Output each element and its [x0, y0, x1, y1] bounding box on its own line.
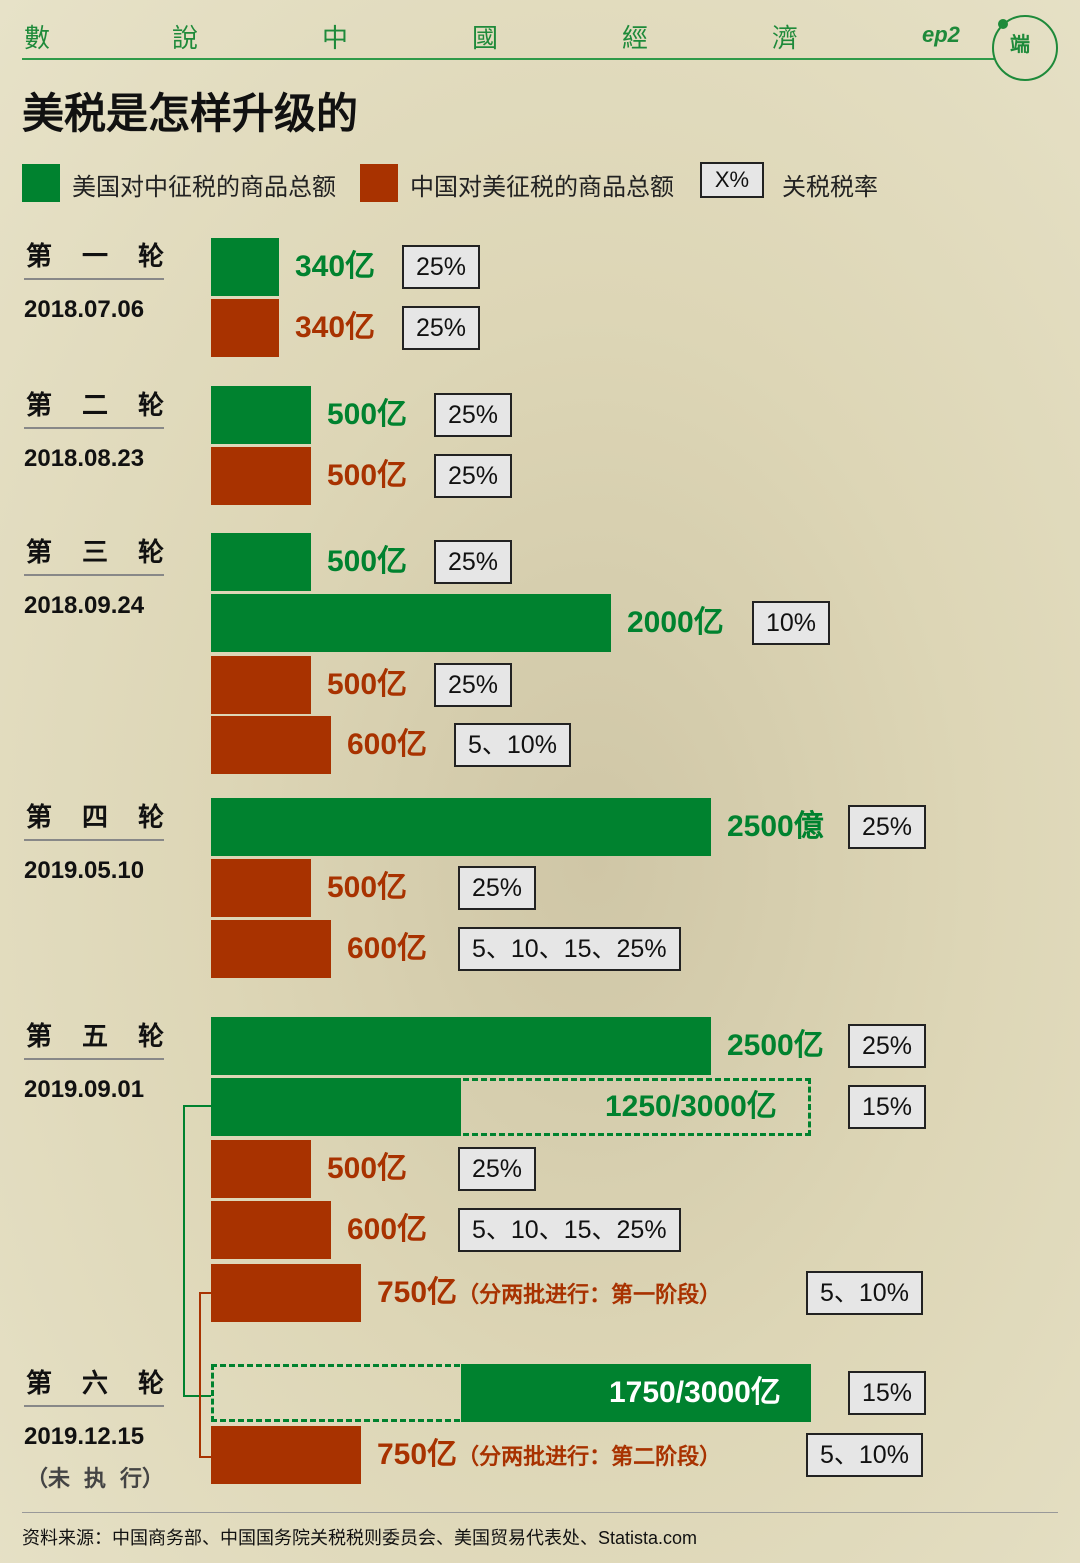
- bar-cn: [211, 656, 311, 714]
- bar-value-label: 2000亿: [627, 606, 724, 639]
- bar-cn: [211, 859, 311, 917]
- bar-us: [211, 1078, 461, 1136]
- round-date: 2019.05.10: [24, 857, 145, 884]
- bar-us: [211, 533, 311, 591]
- series-char: 中: [322, 23, 349, 53]
- bar-cn: [211, 1426, 361, 1484]
- bar-cn: [211, 920, 331, 978]
- bar-cn: [211, 716, 331, 774]
- bar-value-label: 600亿: [347, 728, 428, 761]
- bar-cn: [211, 1140, 311, 1198]
- bar-value-label: 500亿: [327, 1152, 408, 1185]
- round-divider: [24, 427, 164, 429]
- tariff-rate-box: 25%: [458, 1147, 537, 1191]
- legend-rate-label: 关税税率: [782, 174, 878, 201]
- bar-cn: [211, 1264, 361, 1322]
- series-char: 說: [172, 23, 199, 53]
- bar-value-label: 1250/3000亿: [605, 1090, 777, 1123]
- round-date: 2018.07.06: [24, 296, 145, 323]
- header-rule: [22, 58, 994, 60]
- footer-rule: [22, 1512, 1058, 1513]
- bar-value-label: 500亿: [327, 459, 408, 492]
- bar-cn: [211, 299, 279, 357]
- bar-us: [211, 798, 711, 856]
- tariff-rate-box: 25%: [848, 805, 927, 849]
- bar-value-label: 750亿（分两批进行：第二阶段）: [377, 1438, 722, 1471]
- round-divider: [24, 839, 164, 841]
- tariff-rate-box: 5、10%: [806, 1433, 923, 1477]
- page-title: 美税是怎样升级的: [22, 90, 359, 137]
- bar-cn: [211, 447, 311, 505]
- tariff-rate-box: 5、10、15、25%: [458, 927, 681, 971]
- round-name: 第四轮: [26, 802, 164, 832]
- bar-value-label: 600亿: [347, 1213, 428, 1246]
- round-divider: [24, 1058, 164, 1060]
- round-name: 第六轮: [26, 1368, 164, 1398]
- bar-value-label: 2500亿: [727, 1029, 824, 1062]
- series-char: 國: [472, 23, 499, 53]
- tariff-rate-box: 25%: [458, 866, 537, 910]
- tariff-rate-box: 10%: [752, 601, 831, 645]
- series-char: 經: [622, 23, 649, 53]
- round-name: 第一轮: [26, 241, 164, 271]
- tariff-rate-box: 25%: [434, 393, 513, 437]
- bar-cn: [211, 1201, 331, 1259]
- legend-us-swatch: [22, 164, 60, 202]
- tariff-rate-box: 15%: [848, 1371, 927, 1415]
- bar-value-label: 500亿: [327, 545, 408, 578]
- bar-value-label: 340亿: [295, 311, 376, 344]
- logo-text: 端: [1010, 34, 1030, 56]
- tariff-rate-box: 15%: [848, 1085, 927, 1129]
- bar-us: [211, 1017, 711, 1075]
- tariff-rate-box: 25%: [434, 663, 513, 707]
- round-divider: [24, 278, 164, 280]
- round-date: 2019.09.01: [24, 1076, 145, 1103]
- tariff-rate-box: 25%: [434, 454, 513, 498]
- legend-cn-swatch: [360, 164, 398, 202]
- legend-us-label: 美国对中征税的商品总额: [72, 174, 336, 201]
- tariff-rate-box: 25%: [848, 1024, 927, 1068]
- bar-value-label: 1750/3000亿: [609, 1376, 781, 1409]
- round-note: （未执行）: [26, 1466, 164, 1491]
- round-name: 第五轮: [26, 1021, 164, 1051]
- bar-value-label: 500亿: [327, 398, 408, 431]
- bar-value-label: 600亿: [347, 932, 428, 965]
- us-connector-bracket: [183, 1105, 211, 1397]
- series-char: 數: [24, 23, 51, 53]
- tariff-rate-box: 25%: [434, 540, 513, 584]
- round-divider: [24, 574, 164, 576]
- bar-value-label: 750亿（分两批进行：第一阶段）: [377, 1276, 722, 1309]
- tariff-rate-box: 5、10%: [806, 1271, 923, 1315]
- logo-dot: [998, 19, 1008, 29]
- bar-value-label: 500亿: [327, 871, 408, 904]
- tariff-rate-box: 5、10、15、25%: [458, 1208, 681, 1252]
- logo-circle: [992, 15, 1058, 81]
- bar-value-label: 2500億: [727, 810, 824, 843]
- bar-value-label: 500亿: [327, 668, 408, 701]
- bar-us: [211, 594, 611, 652]
- episode-label: ep2: [922, 22, 960, 47]
- round-date: 2019.12.15: [24, 1423, 145, 1450]
- tariff-rate-box: 25%: [402, 306, 481, 350]
- cn-connector-bracket: [199, 1292, 211, 1458]
- round-name: 第二轮: [26, 390, 164, 420]
- round-date: 2018.08.23: [24, 445, 145, 472]
- tariff-rate-box: 5、10%: [454, 723, 571, 767]
- bar-us: [461, 1364, 811, 1422]
- bar-value-label: 340亿: [295, 250, 376, 283]
- legend-rate-box: X%: [700, 162, 764, 198]
- legend-cn-label: 中国对美征税的商品总额: [410, 174, 674, 201]
- tariff-rate-box: 25%: [402, 245, 481, 289]
- bar-us: [211, 238, 279, 296]
- round-name: 第三轮: [26, 537, 164, 567]
- series-char: 濟: [772, 23, 799, 53]
- source-note: 资料来源：中国商务部、中国国务院关税税则委员会、美国贸易代表处、Statista…: [22, 1528, 698, 1548]
- round-divider: [24, 1405, 164, 1407]
- round-date: 2018.09.24: [24, 592, 145, 619]
- bar-us: [211, 386, 311, 444]
